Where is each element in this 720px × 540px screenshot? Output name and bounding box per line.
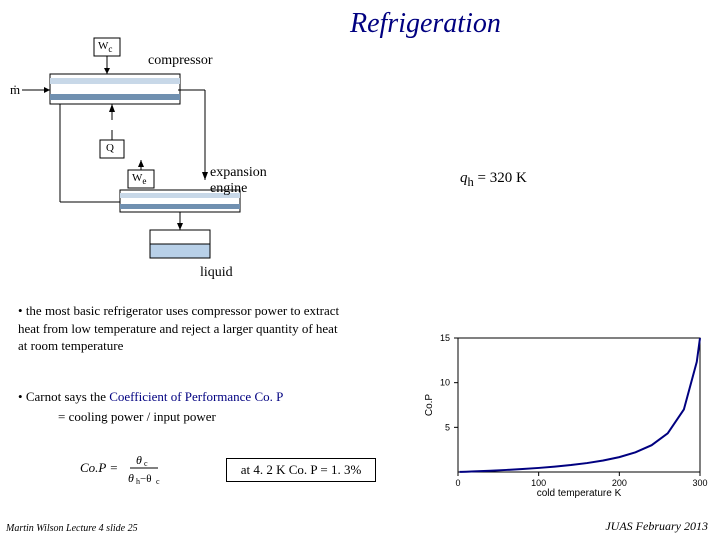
svg-text:5: 5 xyxy=(445,422,450,432)
svg-text:cold temperature K: cold temperature K xyxy=(537,488,622,499)
svg-text:θ: θ xyxy=(128,471,134,485)
svg-text:−θ: −θ xyxy=(140,473,151,485)
expansion-label: expansion engine xyxy=(210,165,267,197)
bullet-1-text: the most basic refrigerator uses compres… xyxy=(18,303,339,353)
bullet-1: • the most basic refrigerator uses compr… xyxy=(18,302,348,355)
theta-symbol: q xyxy=(460,170,468,186)
svg-text:100: 100 xyxy=(531,478,546,488)
svg-text:300: 300 xyxy=(692,478,707,488)
cop-callout: at 4. 2 K Co. P = 1. 3% xyxy=(226,458,376,482)
theta-val: = 320 K xyxy=(474,170,527,186)
cop-chart: 0 100 200 300 5 10 15 cold temperature K Co.P xyxy=(420,330,710,500)
cop-formula: Co.P = θ c θ h −θ c xyxy=(80,448,190,488)
svg-text:ṁ: ṁ xyxy=(10,82,20,97)
svg-text:θ: θ xyxy=(136,453,142,467)
footer-left: Martin Wilson Lecture 4 slide 25 xyxy=(6,523,138,534)
wc-w: W xyxy=(98,40,108,52)
page-title: Refrigeration xyxy=(350,8,501,40)
svg-text:200: 200 xyxy=(612,478,627,488)
wc-sub: c xyxy=(108,44,112,54)
theta-h: qh = 320 K xyxy=(460,170,527,190)
svg-text:Co.P: Co.P xyxy=(424,394,435,417)
svg-text:15: 15 xyxy=(440,333,450,343)
q-label: Q xyxy=(106,142,114,154)
bullet-2-line2: = cooling power / input power xyxy=(58,408,348,426)
bullet-marker-2: • xyxy=(18,389,26,404)
svg-text:Co.P =: Co.P = xyxy=(80,460,118,475)
svg-text:c: c xyxy=(156,477,160,486)
bullet-2: • Carnot says the Coefficient of Perform… xyxy=(18,388,348,425)
bullet-2-prefix: Carnot says the xyxy=(26,389,109,404)
footer-right: JUAS February 2013 xyxy=(605,519,708,534)
svg-text:10: 10 xyxy=(440,378,450,388)
compressor-label: compressor xyxy=(148,53,213,69)
bullet-marker: • xyxy=(18,303,26,318)
we-w: W xyxy=(132,172,142,184)
liquid-label: liquid xyxy=(200,265,233,281)
cop-callout-text: at 4. 2 K Co. P = 1. 3% xyxy=(241,462,362,477)
we-label: We xyxy=(132,172,146,186)
wc-label: Wc xyxy=(98,40,112,54)
svg-text:0: 0 xyxy=(455,478,460,488)
svg-text:c: c xyxy=(144,459,148,468)
bullet-2-em: Coefficient of Performance Co. P xyxy=(109,389,283,404)
refrigeration-schematic: ṁ xyxy=(0,20,280,270)
we-sub: e xyxy=(142,176,146,186)
